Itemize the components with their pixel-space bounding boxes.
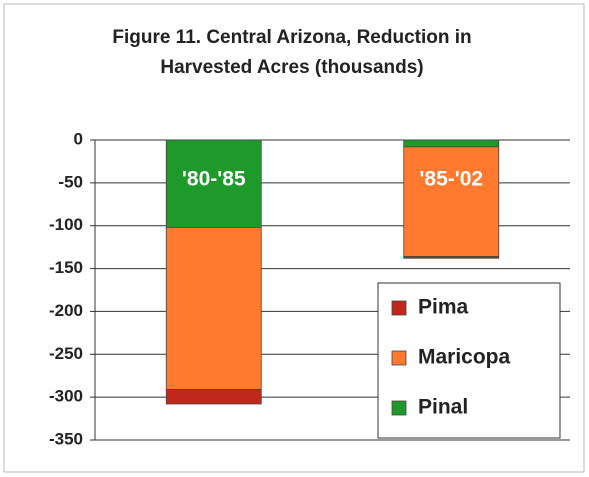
chart-title: Figure 11. Central Arizona, Reduction in (112, 27, 471, 48)
bar (403, 256, 500, 259)
legend-swatch (391, 400, 407, 416)
y-tick-label: -250 (49, 344, 83, 363)
category-label: '85-'02 (419, 168, 483, 191)
y-tick-label: -50 (58, 172, 83, 191)
legend-label: Maricopa (418, 346, 511, 369)
y-tick-label: 0 (74, 129, 83, 148)
bar (165, 227, 262, 390)
bar (403, 139, 500, 148)
legend-label: Pinal (418, 396, 468, 419)
legend-box (377, 282, 561, 439)
y-tick-label: -350 (49, 429, 83, 448)
bar (165, 389, 262, 405)
y-tick-label: -100 (49, 215, 83, 234)
y-tick-label: -300 (49, 387, 83, 406)
chart-title: Harvested Acres (thousands) (160, 57, 423, 78)
category-label: '80-'85 (182, 168, 246, 191)
y-tick-label: -150 (49, 258, 83, 277)
bar (403, 146, 500, 257)
legend-label: Pima (418, 296, 469, 319)
legend-swatch (391, 300, 407, 316)
legend-swatch (391, 350, 407, 366)
bar (165, 139, 262, 228)
y-tick-label: -200 (49, 301, 83, 320)
